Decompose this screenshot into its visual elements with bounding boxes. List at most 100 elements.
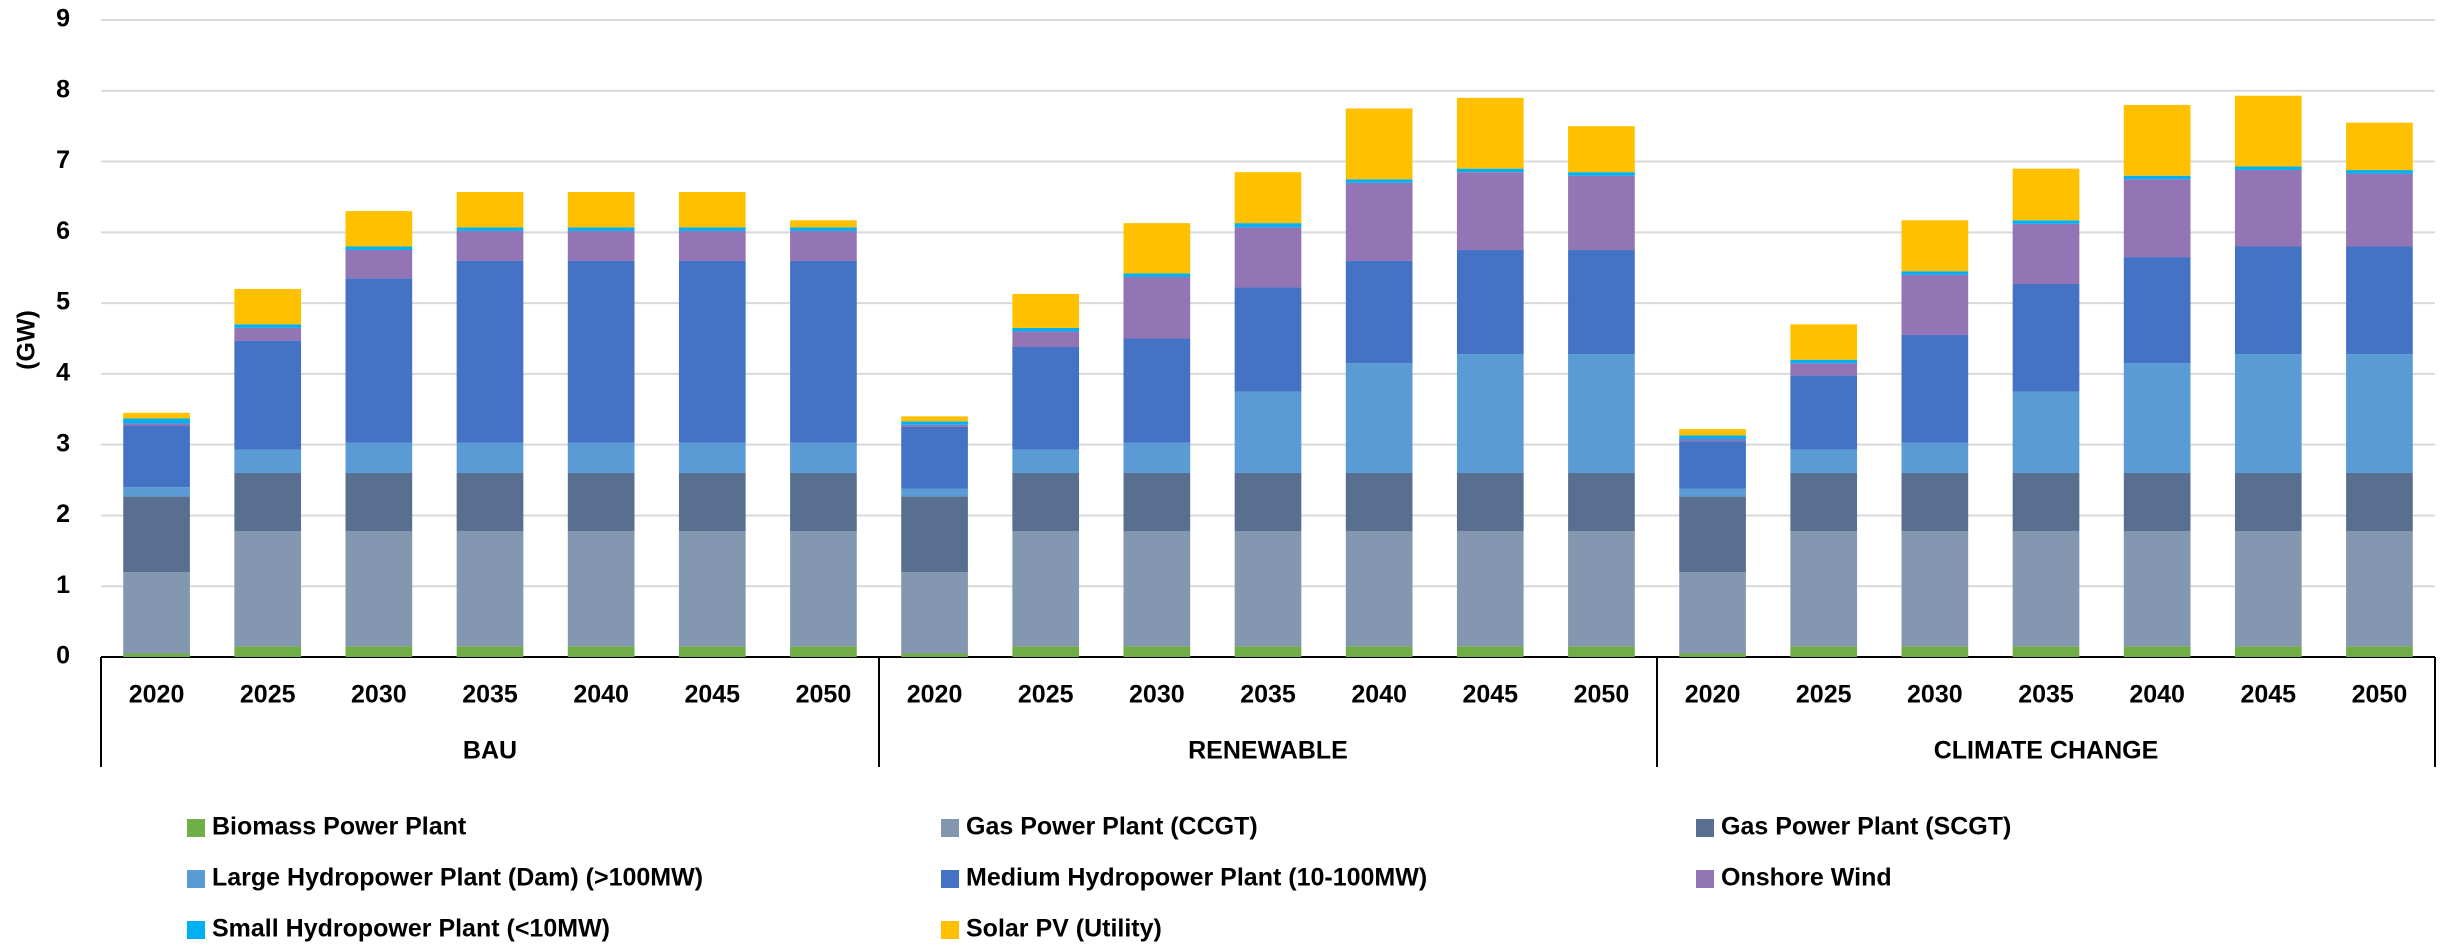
bar-segment [678,442,746,473]
x-tick-label: 2040 [2129,681,2185,709]
bar-segment [1012,327,1080,332]
bar-segment [1234,391,1302,473]
legend-label: Gas Power Plant (SCGT) [1721,813,2011,841]
bar-segment [345,211,413,247]
bar-segment [2012,223,2080,285]
bar-segment [790,230,857,261]
legend-swatch [1696,870,1714,888]
bar-segment [2346,354,2413,473]
bar-segment [790,220,857,228]
bar-segment [1901,271,1969,275]
bar-segment [1456,646,1524,657]
bar-segment [1901,531,1969,647]
bar-segment [456,646,524,657]
bar-segment [1901,334,1969,443]
legend-swatch [941,870,959,888]
bar-segment [1123,646,1191,657]
bar-segment [790,227,857,231]
bar-segment [1345,531,1413,647]
bar-segment [567,191,635,228]
legend-swatch [187,921,205,939]
bar-segment [2012,646,2080,657]
bar-segment [1123,223,1191,274]
bar-segment [1790,531,1858,647]
legend-label: Small Hydropower Plant (<10MW) [212,915,610,943]
x-tick-label: 2020 [129,681,185,709]
x-tick-label: 2040 [573,681,629,709]
bar-segment [456,442,524,473]
bar-segment [1790,363,1858,376]
bar-segment [678,531,746,647]
bar-segment [345,646,413,657]
bar-segment [1012,531,1080,647]
bar-segment [1456,354,1524,473]
bar-segment [1012,346,1080,450]
bar-segment [567,230,635,261]
bar-segment [1345,646,1413,657]
bar-segment [1901,472,1969,532]
bar-segment [1568,175,1635,251]
bar-segment [2012,220,2080,224]
bar-segment [1790,472,1858,532]
y-axis-label: (GW) [13,310,41,370]
bar-segment [1568,126,1635,173]
bar-segment [123,412,190,419]
bar-segment [2123,531,2191,647]
legend-swatch [187,819,205,837]
bar-segment [345,472,413,532]
group-label: BAU [463,737,517,765]
bar-segment [678,227,746,231]
bar-segment [1568,354,1635,473]
bar-segment [1679,653,1746,657]
x-tick-label: 2030 [1907,681,1963,709]
bar-segment [2346,246,2413,355]
bar-segment [678,646,746,657]
bar-segment [1901,220,1969,272]
x-tick-label: 2045 [684,681,740,709]
x-tick-label: 2025 [240,681,296,709]
bar-segment [1679,435,1746,440]
x-tick-label: 2035 [462,681,518,709]
legend-label: Solar PV (Utility) [966,915,1162,943]
legend-label: Medium Hydropower Plant (10-100MW) [966,864,1427,892]
legend-swatch [187,870,205,888]
bar-segment [2234,246,2302,355]
bar-segment [2346,472,2413,532]
bar-segment [2234,354,2302,473]
bar-segment [234,340,302,450]
legend-swatch [941,921,959,939]
bar-segment [567,531,635,647]
x-tick-label: 2035 [2018,681,2074,709]
bar-segment [123,425,190,488]
y-tick-label: 7 [56,146,70,174]
bar-segment [901,496,968,573]
group-label: CLIMATE CHANGE [1934,737,2159,765]
bar-segment [790,442,857,473]
bar-segment [1234,287,1302,392]
bar-segment [2012,168,2080,221]
bar-segment [901,421,968,425]
bar-segment [1234,223,1302,228]
bar-segment [1345,179,1413,183]
bar-segment [1234,531,1302,647]
bar-segment [2346,173,2413,247]
x-tick-label: 2045 [2240,681,2296,709]
bar-segment [1679,439,1746,442]
bar-segment [123,423,190,426]
x-tick-label: 2050 [796,681,852,709]
bar-segment [345,531,413,647]
bar-segment [1790,375,1858,450]
bar-segment [123,653,190,657]
bar-segment [790,260,857,443]
x-tick-label: 2025 [1796,681,1852,709]
legend-label: Large Hydropower Plant (Dam) (>100MW) [212,864,703,892]
bar-segment [2012,284,2080,392]
bar-segment [1012,646,1080,657]
bar-segment [678,230,746,261]
x-tick-label: 2020 [1685,681,1741,709]
bar-segment [1123,276,1191,339]
y-tick-label: 8 [56,75,70,103]
bar-segment [1123,472,1191,532]
y-tick-label: 9 [56,5,70,33]
legend-swatch [941,819,959,837]
